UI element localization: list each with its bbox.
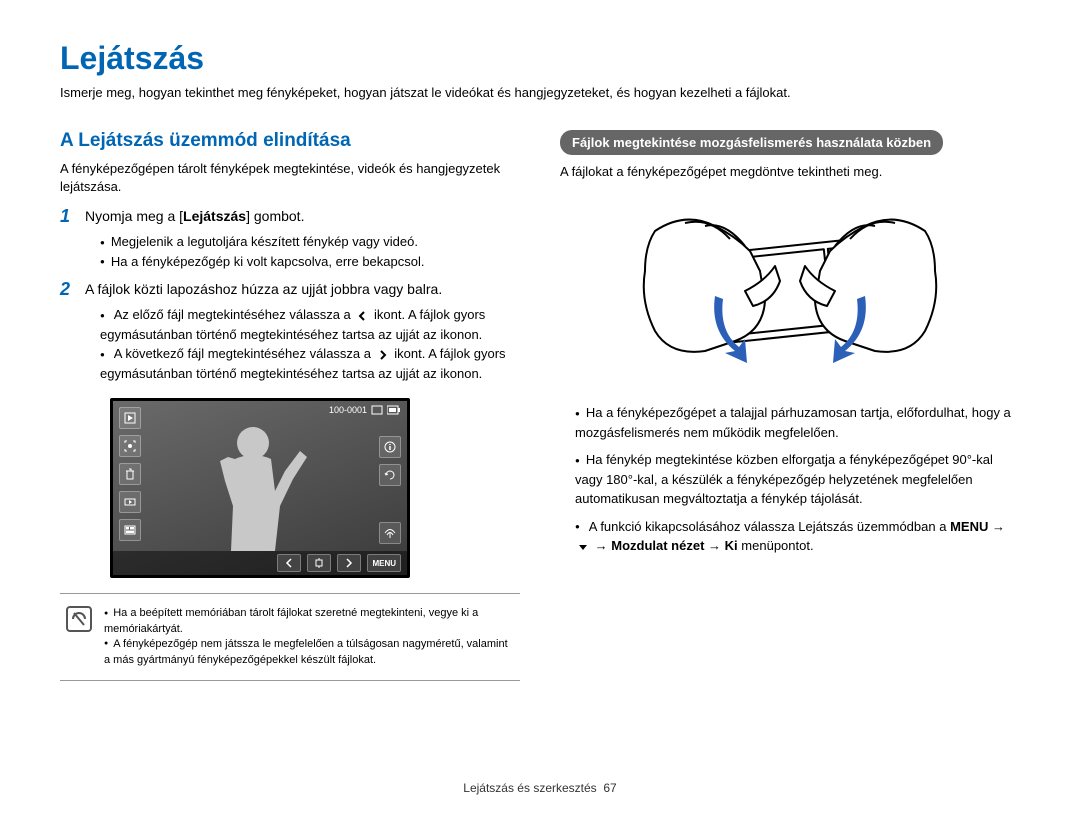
- page-footer: Lejátszás és szerkesztés 67: [0, 781, 1080, 795]
- memory-icon: [371, 405, 383, 415]
- screen-status-bar: 100-0001: [329, 405, 401, 415]
- bullet-item: A funkció kikapcsolásához válassza Leját…: [575, 517, 1020, 556]
- down-arrow-icon: [577, 541, 589, 553]
- step-2-bullets: Az előző fájl megtekintéséhez válassza a…: [60, 305, 520, 383]
- file-counter: 100-0001: [329, 405, 367, 415]
- step-1-bullets: Megjelenik a legutoljára készített fényk…: [60, 232, 520, 271]
- bullet-item: Az előző fájl megtekintéséhez válassza a…: [100, 305, 520, 344]
- next-button[interactable]: [337, 554, 361, 572]
- camera-preview-screen: 100-0001: [110, 398, 410, 578]
- step-1: 1 Nyomja meg a [Lejátszás] gombot.: [60, 206, 520, 227]
- right-toolbar: [379, 436, 401, 544]
- right-column: Fájlok megtekintése mozgásfelismerés has…: [560, 130, 1020, 681]
- bullet-item: Megjelenik a legutoljára készített fényk…: [100, 232, 520, 252]
- up-down-button[interactable]: [307, 554, 331, 572]
- slideshow-icon[interactable]: [119, 491, 141, 513]
- note-list: Ha a beépített memóriában tárolt fájloka…: [104, 606, 514, 668]
- step-number: 2: [60, 279, 85, 300]
- section-heading: A Lejátszás üzemmód elindítása: [60, 130, 520, 152]
- thumbnail-icon[interactable]: [119, 519, 141, 541]
- bullet-item: Ha a fényképezőgép ki volt kapcsolva, er…: [100, 252, 520, 272]
- bullet-item: Ha fénykép megtekintése közben elforgatj…: [575, 450, 1020, 509]
- bullet-item: A következő fájl megtekintéséhez válassz…: [100, 344, 520, 383]
- info-icon[interactable]: [379, 436, 401, 458]
- step-2-text: A fájlok közti lapozáshoz húzza az ujját…: [85, 279, 442, 300]
- bullet-item: Ha a fényképezőgépet a talajjal párhuzam…: [575, 403, 1020, 442]
- note-box: Ha a beépített memóriában tárolt fájloka…: [60, 593, 520, 681]
- footer-section: Lejátszás és szerkesztés: [463, 781, 596, 795]
- bottom-toolbar: MENU: [113, 551, 407, 575]
- play-mode-icon[interactable]: [119, 407, 141, 429]
- step-2: 2 A fájlok közti lapozáshoz húzza az ujj…: [60, 279, 520, 300]
- hands-illustration: [560, 191, 1020, 391]
- menu-label-inline: MENU: [950, 519, 988, 534]
- step-number: 1: [60, 206, 85, 227]
- footer-page-number: 67: [603, 781, 616, 795]
- delete-icon[interactable]: [119, 463, 141, 485]
- note-icon: [66, 606, 92, 632]
- step-1-text: Nyomja meg a [Lejátszás] gombot.: [85, 206, 304, 227]
- chevron-left-icon: [356, 310, 368, 322]
- note-item: A fényképezőgép nem játssza le megfelelő…: [104, 637, 514, 668]
- chevron-right-icon: [377, 349, 389, 361]
- focus-icon[interactable]: [119, 435, 141, 457]
- right-bullets: Ha a fényképezőgépet a talajjal párhuzam…: [560, 403, 1020, 556]
- battery-icon: [387, 405, 401, 415]
- section-desc: A fényképezőgépen tárolt fényképek megte…: [60, 160, 520, 196]
- right-desc: A fájlokat a fényképezőgépet megdöntve t…: [560, 163, 1020, 181]
- note-item: Ha a beépített memóriában tárolt fájloka…: [104, 606, 514, 637]
- intro-text: Ismerje meg, hogyan tekinthet meg fényké…: [60, 85, 1020, 100]
- rotate-icon[interactable]: [379, 464, 401, 486]
- wireless-icon[interactable]: [379, 522, 401, 544]
- person-silhouette: [205, 421, 315, 551]
- menu-button[interactable]: MENU: [367, 554, 401, 572]
- left-column: A Lejátszás üzemmód elindítása A fénykép…: [60, 130, 520, 681]
- prev-button[interactable]: [277, 554, 301, 572]
- left-toolbar: [119, 407, 141, 541]
- pill-heading: Fájlok megtekintése mozgásfelismerés has…: [560, 130, 943, 155]
- page-title: Lejátszás: [60, 40, 1020, 77]
